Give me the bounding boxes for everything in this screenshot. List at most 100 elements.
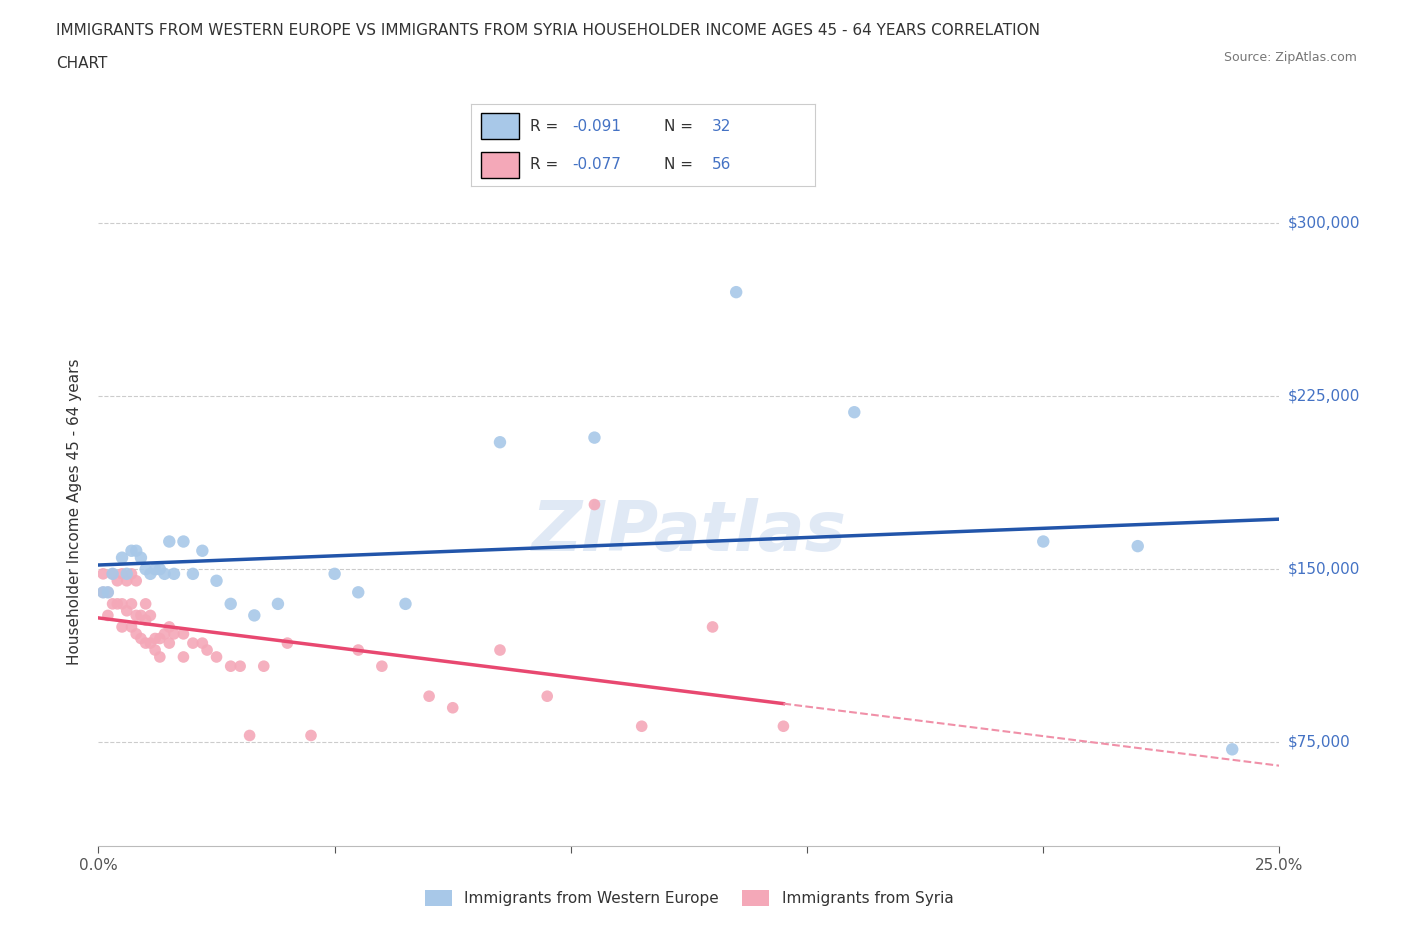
Point [630,719,652,734]
Text: R =: R = [530,119,562,134]
Point [105,596,128,611]
Text: $150,000: $150,000 [1288,562,1360,577]
Text: R =: R = [530,157,562,172]
Point [181,636,204,651]
Text: $225,000: $225,000 [1288,389,1360,404]
Point [139,636,162,651]
Point [1126,538,1149,553]
Point [111,566,134,581]
Point [139,608,162,623]
Point [347,643,370,658]
Text: Source: ZipAtlas.com: Source: ZipAtlas.com [1223,51,1357,64]
Point [489,435,512,450]
FancyBboxPatch shape [481,113,519,140]
Text: CHART: CHART [56,56,108,71]
Point [172,534,194,549]
Point [239,728,262,743]
Point [111,619,134,634]
Point [191,543,214,558]
Point [115,604,138,618]
Point [143,562,166,577]
Point [418,689,440,704]
Point [725,285,748,299]
Point [149,562,172,577]
Point [219,596,242,611]
Point [135,636,157,651]
Point [205,649,228,664]
Point [143,643,166,658]
Y-axis label: Householder Income Ages 45 - 64 years: Householder Income Ages 45 - 64 years [67,358,83,665]
Text: ZIPatlas: ZIPatlas [531,498,846,565]
Point [489,643,512,658]
Text: $75,000: $75,000 [1288,735,1351,750]
Point [157,636,180,651]
Point [125,608,148,623]
Text: N =: N = [664,119,697,134]
Point [115,573,138,588]
Point [347,585,370,600]
Point [97,585,120,600]
Point [276,636,298,651]
Point [129,631,152,646]
Point [157,619,180,634]
Point [121,619,143,634]
Point [125,543,148,558]
Point [1220,742,1243,757]
Point [229,658,252,673]
Point [181,566,204,581]
Point [115,566,138,581]
Point [157,534,180,549]
Point [172,649,194,664]
Text: 56: 56 [713,157,731,172]
Point [205,573,228,588]
Point [253,658,276,673]
Point [101,566,124,581]
Point [91,585,114,600]
Point [299,728,322,743]
Point [163,566,186,581]
Point [135,613,157,628]
Point [101,566,124,581]
Point [125,627,148,642]
Text: -0.091: -0.091 [572,119,621,134]
Point [111,596,134,611]
Point [139,566,162,581]
Point [121,596,143,611]
Point [121,566,143,581]
Point [267,596,290,611]
Point [97,608,120,623]
Point [121,543,143,558]
FancyBboxPatch shape [481,152,519,178]
Point [536,689,558,704]
Point [772,719,794,734]
Text: IMMIGRANTS FROM WESTERN EUROPE VS IMMIGRANTS FROM SYRIA HOUSEHOLDER INCOME AGES : IMMIGRANTS FROM WESTERN EUROPE VS IMMIGR… [56,23,1040,38]
Point [101,596,124,611]
Point [371,658,394,673]
Point [129,608,152,623]
Point [125,573,148,588]
Point [149,631,172,646]
Point [195,643,218,658]
Text: N =: N = [664,157,697,172]
Point [149,649,172,664]
Point [394,596,416,611]
Point [143,631,166,646]
Point [91,585,114,600]
Point [219,658,242,673]
Text: -0.077: -0.077 [572,157,621,172]
Point [243,608,266,623]
Point [135,596,157,611]
Point [91,566,114,581]
Point [97,585,120,600]
Text: 32: 32 [713,119,731,134]
Point [441,700,464,715]
Point [323,566,346,581]
Point [191,636,214,651]
Point [844,405,866,419]
Point [111,551,134,565]
Legend: Immigrants from Western Europe, Immigrants from Syria: Immigrants from Western Europe, Immigran… [419,884,959,912]
Point [583,431,606,445]
Point [702,619,724,634]
Point [105,573,128,588]
Point [163,627,186,642]
